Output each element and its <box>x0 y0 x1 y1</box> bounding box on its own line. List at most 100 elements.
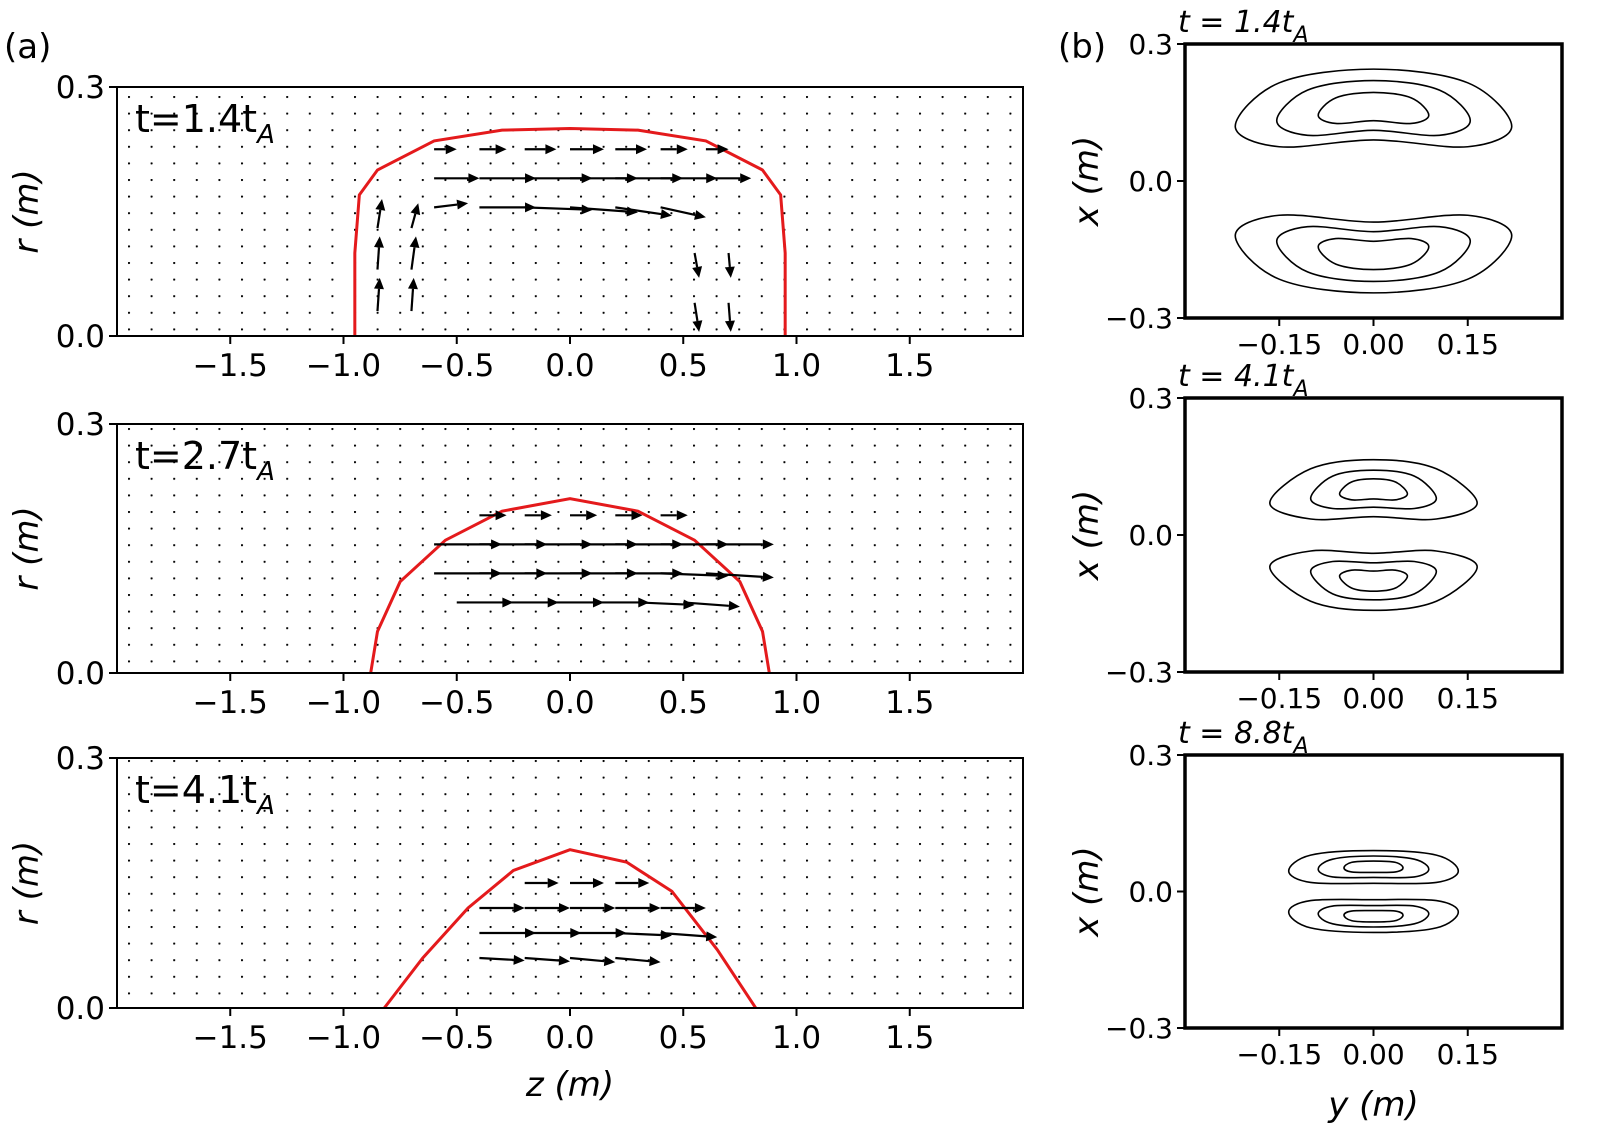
arrow-head <box>740 173 752 184</box>
contour-line <box>1338 569 1409 592</box>
arrow-head <box>705 931 718 942</box>
arrow-shaft <box>727 302 732 321</box>
arrow <box>615 878 650 888</box>
arrow <box>705 144 729 155</box>
y-axis-label: x (m) <box>1067 846 1107 938</box>
arrow-shaft <box>376 288 381 312</box>
annotation: t=4.1t <box>135 768 257 812</box>
x-tick-label: 0.0 <box>545 1020 594 1056</box>
plot-area <box>1287 849 1460 934</box>
arrow-head <box>495 144 507 155</box>
y-tick-label: 0.0 <box>56 991 105 1027</box>
arrow-shaft <box>727 252 731 268</box>
x-tick-label: −0.5 <box>419 1020 494 1056</box>
panel: (b) −0.15 0.00 0.15 −0.3 0.0 0.3 x (m) t = 1.4t A <box>1058 5 1564 361</box>
contour-line <box>1343 860 1404 874</box>
panel: −1.5 −1.0 −0.5 0.0 0.5 1.0 1.5 0.0 0.3 r (m) t=2.7… <box>7 407 1024 721</box>
arrow-shaft <box>479 956 514 961</box>
contour-line <box>1275 79 1472 137</box>
x-tick-label: 1.5 <box>885 1020 934 1056</box>
x-tick-label: 0.15 <box>1437 1038 1499 1071</box>
arrow-head <box>374 236 384 248</box>
arrow-head <box>676 510 688 521</box>
x-tick-label: 0.0 <box>545 348 594 384</box>
panel-label: (b) <box>1058 27 1106 67</box>
arrow <box>524 878 559 888</box>
arrow <box>433 199 469 210</box>
y-tick-label: 0.0 <box>1128 165 1173 198</box>
arrow-head <box>410 203 421 216</box>
arrow-shaft <box>615 931 661 937</box>
arrow-shaft <box>524 206 582 211</box>
panel: (a) −1.5 −1.0 −0.5 0.0 0.5 1.0 1.5 0.0 0.3 r (m) t=… <box>4 27 1024 384</box>
panel-title-sub: A <box>1291 23 1308 48</box>
annotation: t=1.4t <box>135 97 257 141</box>
x-tick-label: 0.0 <box>545 685 594 721</box>
boundary-line <box>383 848 757 1008</box>
annotation-sub: A <box>255 791 275 821</box>
plot-area <box>117 424 1023 673</box>
x-tick-label: −0.5 <box>419 685 494 721</box>
axes-frame <box>116 423 1024 674</box>
arrow-shaft <box>410 288 415 312</box>
arrow <box>615 903 661 913</box>
x-tick-label: 0.5 <box>659 1020 708 1056</box>
x-tick-label: 1.5 <box>885 685 934 721</box>
contour-line <box>1309 560 1438 601</box>
arrow <box>409 236 420 270</box>
arrow-shaft <box>410 247 416 270</box>
arrow <box>660 931 718 942</box>
arrow-head <box>374 277 384 290</box>
arrow-head <box>603 956 616 967</box>
annotation-sub: A <box>255 120 275 150</box>
x-tick-label: 0.00 <box>1342 1038 1404 1071</box>
arrow <box>524 144 557 155</box>
arrow-shaft <box>433 203 458 209</box>
y-tick-label: −0.3 <box>1105 302 1173 335</box>
x-tick-label: −0.15 <box>1236 328 1322 361</box>
contour-line <box>1317 855 1430 879</box>
arrow <box>660 144 688 155</box>
arrow <box>615 510 643 521</box>
x-tick-label: −0.15 <box>1236 1038 1322 1071</box>
arrow-head <box>375 199 386 211</box>
arrow-shaft <box>376 209 382 229</box>
x-tick-label: 1.0 <box>772 685 821 721</box>
x-tick-label: 1.0 <box>772 348 821 384</box>
arrow-head <box>407 277 418 290</box>
x-tick-label: −1.5 <box>193 685 268 721</box>
arrow-shaft <box>660 572 718 577</box>
arrow <box>524 510 552 521</box>
annotation: t=2.7t <box>135 434 257 478</box>
y-tick-label: −0.3 <box>1105 656 1173 689</box>
contour-line <box>1275 225 1472 283</box>
arrow <box>479 903 525 913</box>
x-tick-label: −1.0 <box>306 348 381 384</box>
arrow-head <box>495 510 507 521</box>
arrow-head <box>636 144 648 155</box>
arrow-shaft <box>693 252 699 268</box>
arrow-shaft <box>376 247 381 270</box>
arrow <box>570 510 598 521</box>
axes-frame <box>116 757 1024 1009</box>
arrow <box>660 510 688 521</box>
arrow-head <box>592 878 604 888</box>
plot-area <box>117 87 1023 336</box>
x-tick-label: −1.5 <box>193 348 268 384</box>
arrow-head <box>547 878 559 888</box>
plot-area <box>117 758 1023 1008</box>
y-tick-label: 0.3 <box>56 407 105 443</box>
arrow <box>570 878 604 888</box>
arrow <box>479 144 507 155</box>
x-tick-label: −1.0 <box>306 685 381 721</box>
panel-title: t = 1.4t <box>1178 5 1295 40</box>
y-tick-label: 0.0 <box>1128 519 1173 552</box>
arrow <box>524 955 570 966</box>
arrow-head <box>638 878 650 888</box>
panel-title-sub: A <box>1291 377 1308 402</box>
y-axis-label: x (m) <box>1067 490 1107 582</box>
axes-frame <box>1183 753 1564 1030</box>
y-axis-label: x (m) <box>1067 136 1107 228</box>
arrow <box>660 903 706 913</box>
